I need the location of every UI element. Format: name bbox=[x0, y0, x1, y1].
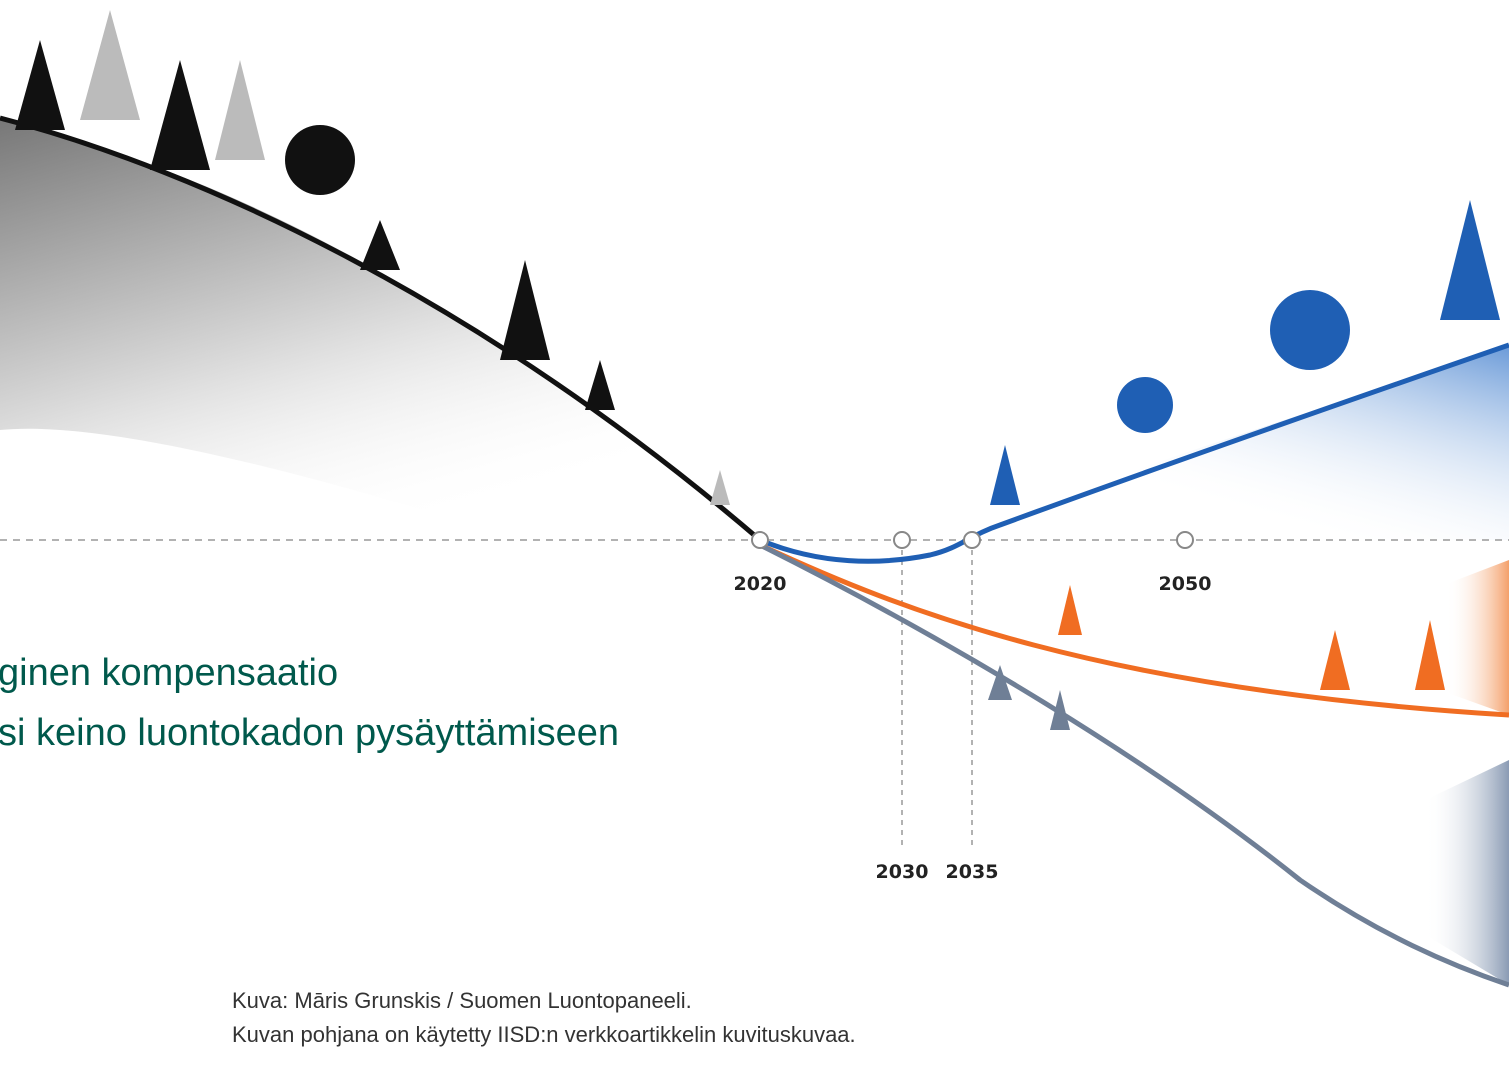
year-label: 2050 bbox=[1159, 573, 1212, 595]
year-label: 2030 bbox=[876, 861, 929, 883]
title-line: si keino luontokadon pysäyttämiseen bbox=[0, 712, 619, 754]
credit-line: Kuva: Māris Grunskis / Suomen Luontopane… bbox=[232, 988, 692, 1013]
illustration: 2020 2030 2035 2050 ginen kompensaatio s… bbox=[0, 0, 1509, 1068]
year-marker bbox=[894, 532, 910, 548]
title-line: ginen kompensaatio bbox=[0, 652, 338, 694]
year-marker bbox=[1177, 532, 1193, 548]
credit-line: Kuvan pohjana on käytetty IISD:n verkkoa… bbox=[232, 1022, 856, 1047]
year-marker bbox=[964, 532, 980, 548]
orange-fill bbox=[1300, 560, 1509, 715]
year-label: 2020 bbox=[734, 573, 787, 595]
slope-fill bbox=[0, 118, 760, 540]
year-marker bbox=[752, 532, 768, 548]
year-label: 2035 bbox=[946, 861, 999, 883]
slate-fill bbox=[1300, 760, 1509, 985]
trees-slate bbox=[988, 665, 1070, 730]
